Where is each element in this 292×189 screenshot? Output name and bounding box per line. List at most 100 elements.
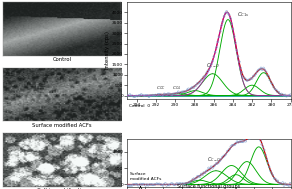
Point (228, 17, 233, 20)
Point (210, 60, 215, 63)
Point (206, 167, 211, 170)
Point (221, 155, 226, 158)
Point (147, 183, 152, 186)
Point (288, 182, 292, 185)
Point (209, 62, 214, 65)
Point (247, 137, 252, 140)
Point (138, 94, 142, 97)
Point (214, 162, 218, 165)
Point (216, 161, 221, 164)
Point (204, 72, 208, 75)
Point (271, 86, 276, 89)
Point (193, 178, 197, 181)
Point (132, 183, 137, 186)
Point (142, 94, 146, 97)
Point (275, 179, 280, 182)
Point (126, 184, 131, 187)
Point (264, 157, 269, 160)
Point (161, 184, 165, 187)
Point (177, 92, 182, 95)
Point (262, 149, 267, 152)
Point (269, 81, 274, 84)
Point (229, 22, 234, 25)
Point (234, 49, 239, 52)
Point (171, 92, 175, 95)
Point (191, 86, 196, 89)
Point (136, 184, 140, 187)
Point (170, 93, 174, 96)
Point (245, 79, 249, 82)
Text: Surface functional groups: Surface functional groups (177, 184, 240, 189)
Point (135, 183, 139, 186)
Point (199, 78, 204, 81)
Point (195, 175, 200, 178)
Point (234, 142, 238, 145)
Point (248, 77, 253, 80)
Point (281, 184, 286, 187)
Point (240, 140, 244, 143)
Point (274, 89, 279, 92)
Point (157, 182, 161, 185)
Point (184, 182, 189, 185)
Point (178, 91, 183, 94)
Point (267, 166, 272, 169)
Point (121, 184, 126, 187)
Point (152, 183, 157, 186)
Point (142, 183, 147, 186)
Point (121, 94, 126, 98)
Point (251, 75, 256, 78)
Point (289, 94, 292, 98)
Point (158, 93, 163, 96)
Point (236, 141, 241, 144)
Point (171, 182, 175, 185)
Point (232, 143, 237, 146)
Point (270, 83, 275, 86)
Point (277, 182, 281, 185)
Text: Control  0: Control 0 (129, 104, 150, 108)
Point (209, 165, 213, 168)
Point (120, 94, 125, 97)
Point (139, 93, 144, 96)
Point (219, 24, 224, 27)
Point (184, 90, 188, 93)
Point (195, 82, 200, 85)
Text: $C_{C-O}$: $C_{C-O}$ (207, 156, 221, 171)
Point (272, 177, 277, 180)
Point (152, 94, 157, 97)
Point (270, 174, 275, 177)
Point (167, 92, 172, 95)
Text: $C_{C1s}$: $C_{C1s}$ (231, 10, 249, 19)
Point (281, 94, 286, 97)
Point (211, 165, 216, 168)
Point (273, 88, 277, 91)
Point (127, 184, 132, 187)
Text: $C_{OC}$: $C_{OC}$ (156, 84, 166, 91)
Point (143, 94, 147, 97)
Point (130, 184, 134, 187)
Point (274, 180, 279, 183)
Y-axis label: Intensity (cps): Intensity (cps) (105, 31, 110, 69)
Point (256, 134, 260, 137)
Point (178, 182, 182, 185)
Point (291, 183, 292, 186)
Point (163, 93, 168, 96)
Point (223, 154, 227, 157)
Point (239, 71, 244, 74)
Point (204, 170, 208, 173)
Point (251, 133, 256, 136)
Point (125, 94, 130, 98)
Point (177, 182, 181, 185)
Text: $C_{O4}$: $C_{O4}$ (172, 85, 182, 92)
Point (242, 77, 247, 80)
Point (268, 169, 273, 172)
Point (129, 94, 133, 97)
Point (168, 93, 173, 96)
Point (255, 70, 260, 73)
Point (238, 66, 243, 69)
Point (280, 93, 285, 96)
Point (266, 162, 270, 165)
Point (126, 94, 131, 97)
Point (223, 12, 228, 15)
Point (197, 175, 201, 178)
Point (278, 182, 283, 185)
